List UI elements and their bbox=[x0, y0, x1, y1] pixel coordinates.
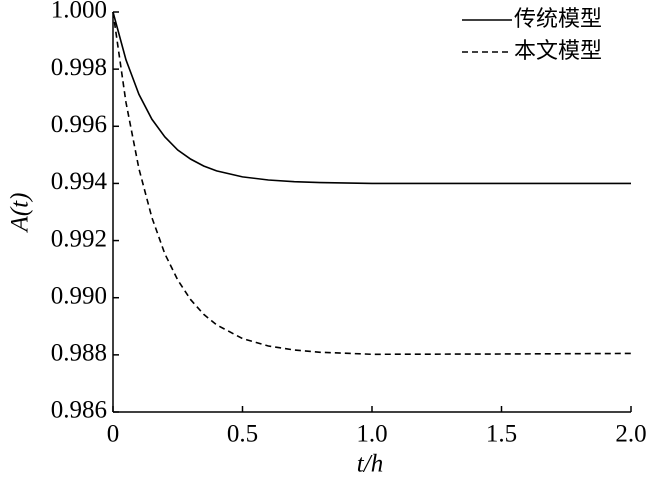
legend-label: 传统模型 bbox=[514, 7, 602, 32]
series-line bbox=[112, 11, 631, 185]
series-line bbox=[112, 11, 632, 356]
y-tick-label: 0.988 bbox=[51, 340, 107, 367]
x-tick-label: 2.0 bbox=[615, 421, 646, 448]
x-tick-label: 1.5 bbox=[486, 421, 517, 448]
legend-label: 本文模型 bbox=[514, 39, 602, 64]
y-tick-label: 0.992 bbox=[51, 225, 107, 252]
y-tick-label: 0.996 bbox=[51, 111, 107, 138]
x-axis-label: t/h bbox=[357, 451, 383, 478]
y-tick-label: 0.986 bbox=[51, 397, 107, 424]
y-tick-label: 0.998 bbox=[51, 54, 107, 81]
x-tick-label: 0 bbox=[107, 421, 120, 448]
x-tick-label: 1.0 bbox=[356, 421, 387, 448]
x-tick-label: 0.5 bbox=[227, 421, 258, 448]
y-tick-label: 0.994 bbox=[51, 168, 108, 195]
y-tick-label: 0.990 bbox=[51, 282, 107, 309]
y-axis-label: A(t) bbox=[7, 193, 34, 234]
y-tick-label: 1.000 bbox=[51, 0, 107, 24]
